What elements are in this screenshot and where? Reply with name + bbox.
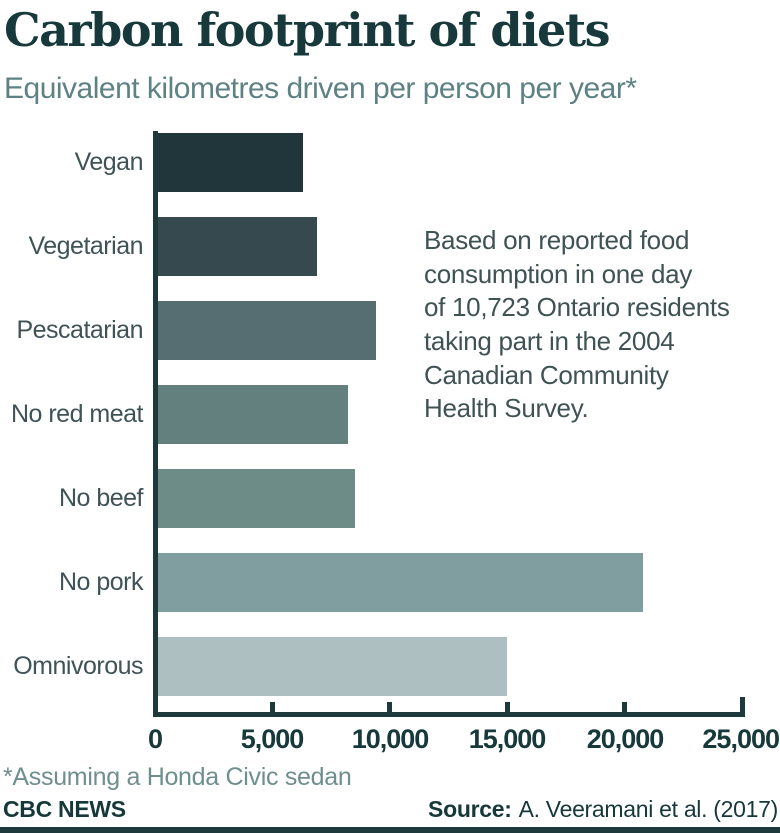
chart-row: Pescatarian [0,301,780,360]
chart-row: Vegan [0,133,780,192]
category-label: Vegan [74,148,144,176]
bar-omnivorous [155,637,507,696]
chart-row: No beef [0,469,780,528]
bottom-accent-strip [0,827,780,833]
bar-no-beef [155,469,355,528]
page-subtitle: Equivalent kilometres driven per person … [4,72,637,105]
category-label: Vegetarian [28,232,143,260]
x-axis-tick-label: 15,000 [468,724,547,754]
x-axis-tick-label: 5,000 [240,724,305,754]
x-axis-tick-label: 25,000 [702,724,780,754]
bar-pescatarian [155,301,376,360]
x-axis-tick-label: 10,000 [351,724,430,754]
chart-annotation: Based on reported food consumption in on… [424,225,730,424]
chart-row: Omnivorous [0,637,780,696]
source-text: A. Veeramani et al. (2017) [518,796,779,822]
x-axis-tick [740,697,745,712]
footnote: *Assuming a Honda Civic sedan [3,763,352,791]
bar-no-red-meat [155,385,348,444]
bar-vegetarian [155,217,317,276]
y-axis-line [153,131,158,717]
bar-chart: Vegan Vegetarian Pescatarian No red meat No … [0,131,780,778]
page-title: Carbon footprint of diets [4,3,610,57]
x-axis-tick [505,702,510,712]
x-axis-tick [622,702,627,712]
x-axis-tick-label: 0 [147,724,163,754]
category-label: Omnivorous [13,652,143,680]
source-credit: Source: A. Veeramani et al. (2017) [428,796,778,823]
bar-vegan [155,133,303,192]
x-axis-line [153,712,745,717]
brand-logo: CBC NEWS [3,796,126,822]
category-label: No beef [58,484,144,512]
chart-row: Vegetarian [0,217,780,276]
chart-row: No red meat [0,385,780,444]
x-axis-tick-label: 20,000 [586,724,665,754]
chart-row: No pork [0,553,780,612]
x-axis-tick [387,702,392,712]
source-label: Source: [428,796,512,822]
bar-no-pork [155,553,643,612]
category-label: No red meat [10,400,144,428]
x-axis-tick [270,702,275,712]
category-label: Pescatarian [16,316,143,344]
category-label: No pork [58,568,144,596]
